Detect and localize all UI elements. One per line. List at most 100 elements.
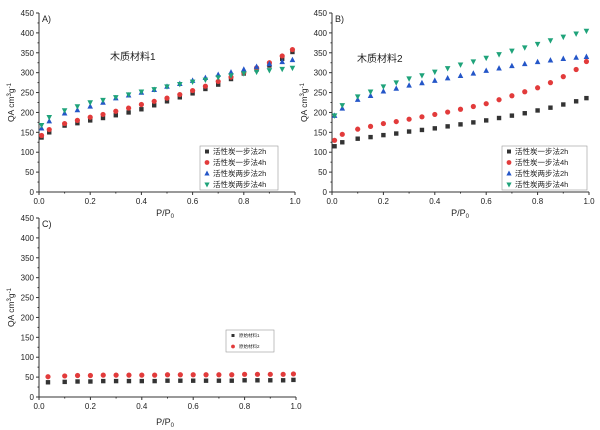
data-point: [432, 77, 438, 83]
data-point: [509, 62, 515, 69]
x-tick-label: 0.8: [239, 402, 251, 411]
data-point: [583, 53, 590, 59]
data-point: [444, 75, 451, 81]
data-point: [125, 92, 132, 98]
y-tick-label: 0: [323, 188, 328, 197]
data-point: [46, 117, 53, 124]
data-point: [100, 115, 106, 121]
data-point: [280, 371, 286, 377]
panel-c: 0 50 100 150 200 250 300 350 400 450 0.0 0.2 0.4 0.6 0…: [6, 214, 302, 429]
data-point: [406, 129, 412, 134]
data-point: [445, 109, 451, 115]
data-point: [87, 114, 93, 120]
data-point: [203, 372, 209, 378]
data-point: [381, 132, 386, 138]
data-point: [332, 144, 337, 149]
data-point: [241, 71, 247, 77]
x-tick-label: 0.0: [326, 197, 338, 206]
data-point: [164, 372, 171, 378]
legend-box: [501, 145, 588, 191]
x-tick-label: 1.0: [290, 402, 302, 411]
panel-a: 0 50 100 150 200 250 300 350 400 450 0.0 0.2 0.4 0.6 0…: [6, 9, 301, 220]
data-point: [419, 127, 425, 133]
data-point: [126, 378, 132, 384]
data-point: [279, 66, 285, 73]
y-tick-label: 150: [21, 333, 35, 342]
y-tick-label: 50: [318, 168, 327, 177]
data-point: [432, 111, 438, 118]
y-tick-label: 450: [21, 9, 35, 18]
y-tick-label: 200: [21, 108, 35, 117]
y-tick-label: 150: [21, 128, 35, 137]
x-tick-label: 0.4: [429, 197, 441, 206]
legend-label: 原始材料1: [239, 332, 260, 339]
data-point: [367, 92, 374, 98]
data-point: [38, 132, 45, 139]
data-point: [561, 102, 566, 107]
legend-label: 活性炭两步法4h: [213, 179, 266, 189]
legend-label: 活性炭两步法4h: [515, 179, 568, 189]
data-point: [126, 110, 131, 115]
data-point: [138, 89, 145, 95]
data-point: [242, 371, 248, 377]
data-point: [548, 105, 553, 110]
data-point: [547, 80, 554, 86]
data-point: [483, 101, 489, 107]
data-point: [253, 69, 260, 76]
data-point: [215, 78, 221, 85]
data-point: [202, 77, 209, 84]
data-point: [229, 378, 234, 383]
legend-marker: [204, 160, 210, 165]
data-point: [509, 93, 515, 99]
legend-label: 活性炭一步法2h: [213, 146, 266, 156]
legend-marker: [204, 182, 210, 188]
data-point: [393, 85, 400, 91]
y-tick-label: 250: [21, 89, 35, 98]
x-tick-label: 0.6: [481, 197, 493, 206]
data-point: [74, 104, 81, 110]
data-point: [445, 124, 450, 129]
series-1: [332, 95, 589, 149]
x-tick-label: 0.8: [238, 197, 250, 206]
data-point: [177, 82, 183, 88]
legend-marker: [231, 344, 235, 349]
data-point: [496, 97, 502, 103]
data-point: [88, 118, 93, 123]
data-point: [215, 75, 221, 81]
data-point: [61, 108, 68, 114]
data-point: [87, 103, 93, 109]
panel-label: C): [42, 219, 52, 229]
data-point: [547, 57, 554, 63]
data-point: [289, 56, 296, 63]
data-point: [46, 126, 52, 133]
legend-label: 活性炭两步法2h: [515, 168, 568, 178]
data-point: [470, 103, 476, 110]
legend-box: [199, 145, 279, 191]
data-point: [47, 130, 52, 135]
data-point: [331, 137, 338, 143]
y-tick-label: 50: [25, 373, 34, 382]
data-point: [339, 103, 346, 109]
data-point: [380, 88, 387, 94]
data-point: [419, 73, 425, 79]
legend-marker: [204, 170, 210, 176]
data-point: [509, 48, 515, 54]
data-point: [509, 113, 515, 118]
legend-marker: [506, 160, 512, 165]
y-axis-label: QA cm3g-1: [6, 82, 16, 122]
y-tick-label: 250: [21, 294, 35, 303]
data-point: [471, 120, 476, 125]
y-tick-label: 300: [21, 69, 35, 78]
data-point: [228, 69, 234, 75]
data-point: [177, 91, 183, 98]
y-tick-label: 400: [21, 29, 35, 38]
data-point: [432, 69, 438, 76]
data-point: [113, 378, 119, 384]
data-point: [216, 372, 222, 378]
data-point: [241, 66, 247, 72]
data-point: [368, 134, 373, 140]
x-axis-label: P/P0: [156, 417, 175, 429]
data-point: [74, 117, 80, 123]
data-point: [483, 67, 489, 73]
